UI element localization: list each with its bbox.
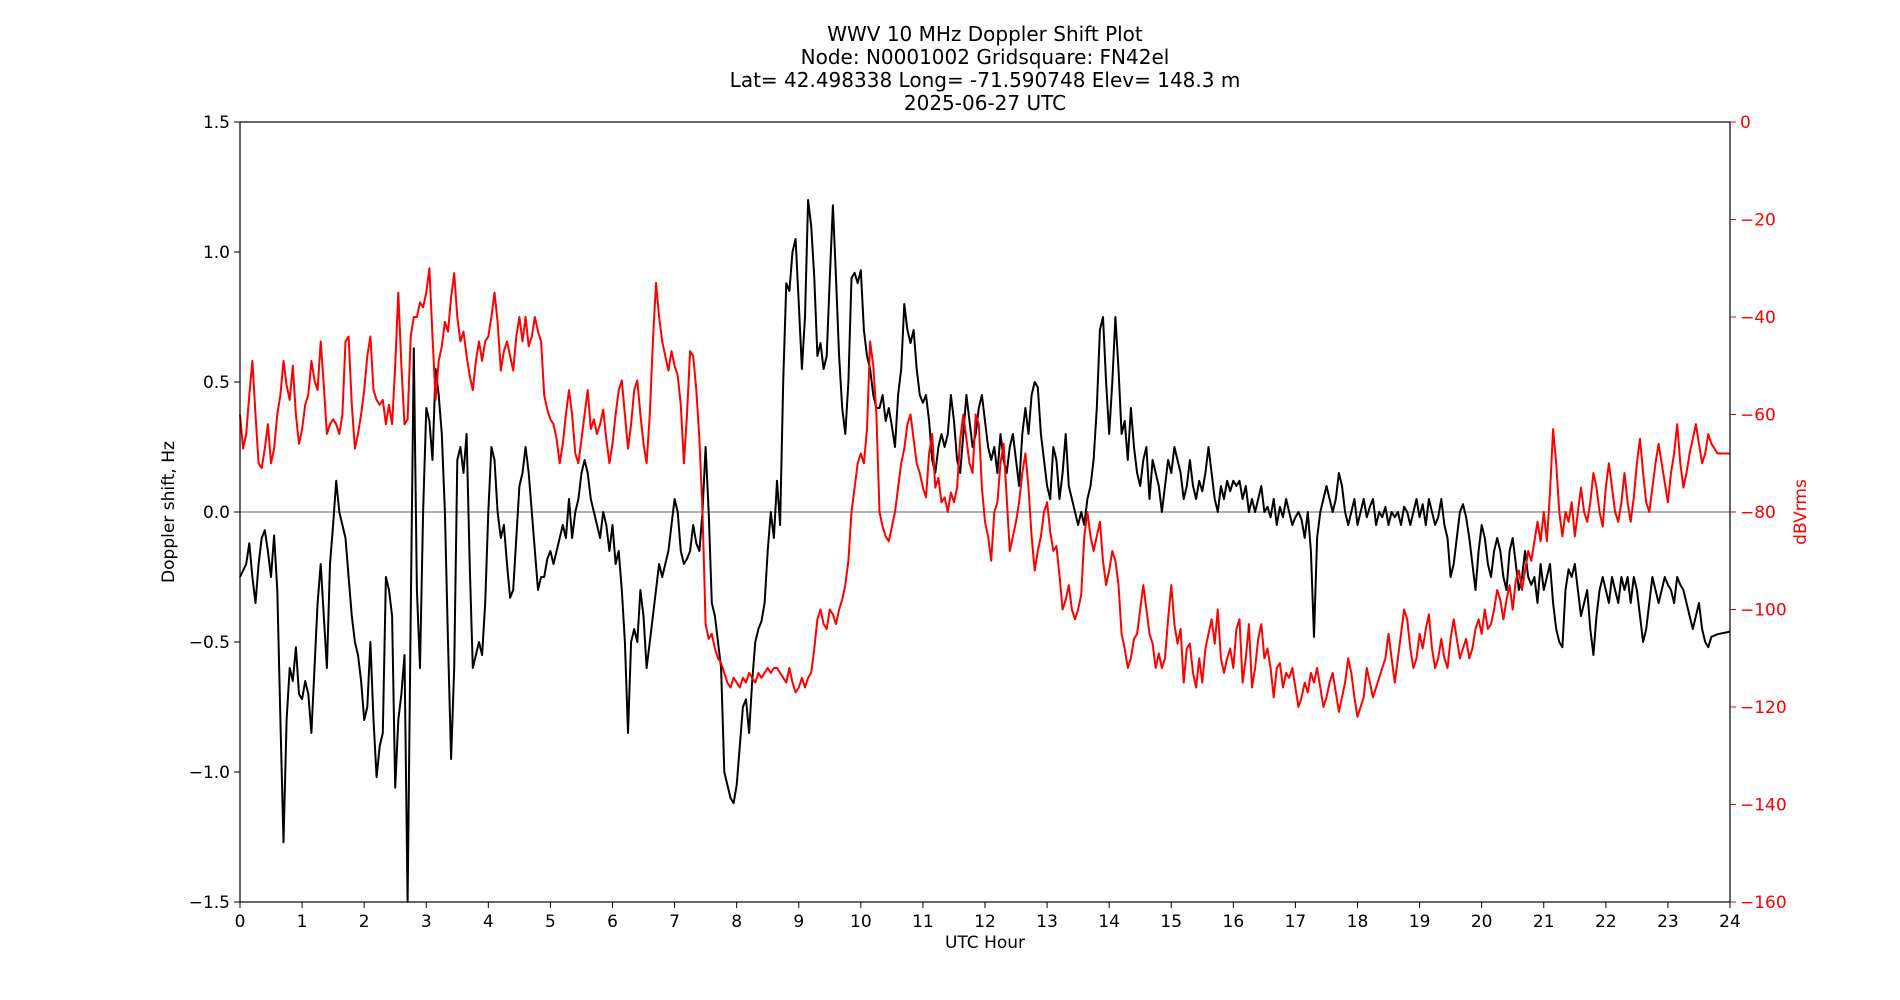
x-tick-label: 3 (421, 912, 432, 932)
x-tick-label: 13 (1036, 912, 1058, 932)
y-right-tick-label: −100 (1740, 601, 1787, 621)
y-right-tick-label: −160 (1740, 893, 1787, 913)
x-tick-label: 20 (1471, 912, 1493, 932)
x-tick-label: 7 (669, 912, 680, 932)
y-right-tick-label: −140 (1740, 796, 1787, 816)
x-tick-label: 19 (1409, 912, 1431, 932)
y-right-tick-label: −60 (1740, 406, 1776, 426)
y-axis-left: −1.5 −1.0 −0.5 0.0 0.5 1.0 1.5 (189, 113, 240, 913)
title-line-4: 2025-06-27 UTC (904, 91, 1066, 115)
y-axis-right: 0 −20 −40 −60 −80 −100 −120 −140 −160 (1730, 113, 1787, 913)
y-right-tick-label: −40 (1740, 308, 1776, 328)
x-tick-label: 17 (1285, 912, 1307, 932)
x-tick-label: 1 (297, 912, 308, 932)
x-tick-label: 14 (1098, 912, 1120, 932)
x-tick-label: 21 (1533, 912, 1555, 932)
x-axis-label: UTC Hour (945, 933, 1025, 953)
x-tick-label: 12 (974, 912, 996, 932)
x-tick-label: 18 (1347, 912, 1369, 932)
y-left-tick-label: −1.0 (189, 763, 230, 783)
y-right-tick-label: −20 (1740, 211, 1776, 231)
series-line-power (239, 267, 1730, 718)
series-line-doppler (239, 199, 1731, 903)
x-tick-label: 5 (545, 912, 556, 932)
x-tick-label: 10 (850, 912, 872, 932)
y-left-tick-label: −1.5 (189, 893, 230, 913)
y-right-tick-label: −120 (1740, 698, 1787, 718)
x-tick-label: 23 (1657, 912, 1679, 932)
title-line-1: WWV 10 MHz Doppler Shift Plot (827, 22, 1143, 46)
y-left-tick-label: 1.5 (203, 113, 230, 133)
y-right-tick-label: −80 (1740, 503, 1776, 523)
title-line-3: Lat= 42.498338 Long= -71.590748 Elev= 14… (730, 68, 1241, 92)
x-tick-label: 9 (793, 912, 804, 932)
y-left-tick-label: 0.0 (203, 503, 230, 523)
title-line-2: Node: N0001002 Gridsquare: FN42el (801, 45, 1170, 69)
x-tick-label: 24 (1719, 912, 1741, 932)
series-group (239, 199, 1731, 903)
x-tick-label: 0 (235, 912, 246, 932)
x-tick-label: 16 (1223, 912, 1245, 932)
x-axis: 0 1 2 3 4 5 6 7 8 9 10 11 12 13 14 15 16 17 18 19 20 21 22 23 24 (235, 902, 1741, 932)
x-tick-label: 15 (1160, 912, 1182, 932)
y-axis-right-label: dBVrms (1791, 479, 1811, 545)
x-tick-label: 8 (731, 912, 742, 932)
y-left-tick-label: 1.0 (203, 243, 230, 263)
x-tick-label: 2 (359, 912, 370, 932)
y-right-tick-label: 0 (1740, 113, 1751, 133)
y-left-tick-label: −0.5 (189, 633, 230, 653)
x-tick-label: 4 (483, 912, 494, 932)
x-tick-label: 11 (912, 912, 934, 932)
y-axis-left-label: Doppler shift, Hz (159, 441, 179, 583)
y-left-tick-label: 0.5 (203, 373, 230, 393)
x-tick-label: 22 (1595, 912, 1617, 932)
chart-title: WWV 10 MHz Doppler Shift Plot Node: N000… (730, 22, 1241, 115)
x-tick-label: 6 (607, 912, 618, 932)
